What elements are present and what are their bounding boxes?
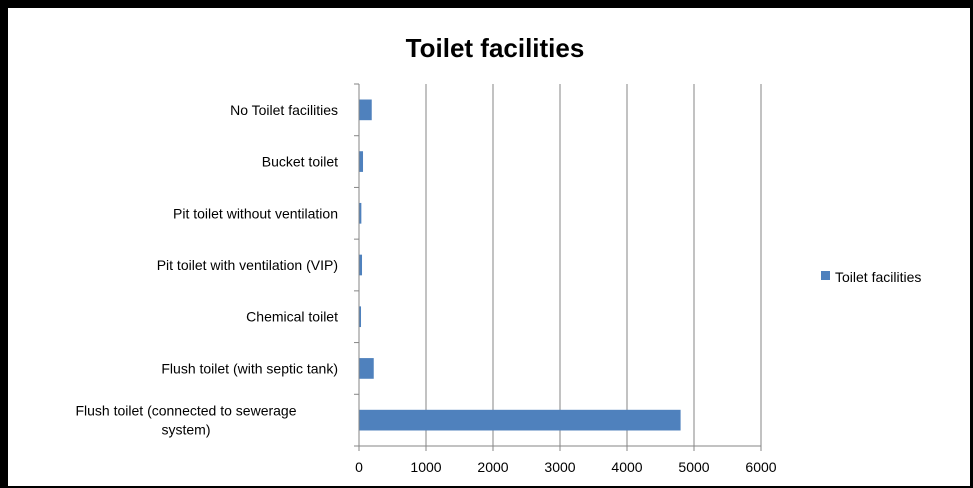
legend-label: Toilet facilities [835, 269, 921, 285]
gridlines [425, 84, 762, 446]
category-label: Pit toilet without ventilation [173, 205, 338, 221]
bar [359, 99, 372, 121]
bar [359, 409, 681, 431]
category-labels: Flush toilet (connected to sewerage syste… [75, 102, 338, 438]
legend-swatch [821, 271, 830, 280]
x-tick-label: 4000 [611, 459, 642, 475]
x-tick-label: 2000 [477, 459, 508, 475]
chart-panel [8, 8, 970, 486]
category-label: Pit toilet with ventilation (VIP) [157, 257, 338, 273]
x-tick-label: 3000 [544, 459, 575, 475]
bars [359, 99, 681, 431]
right-border [970, 8, 973, 488]
x-tick-label: 0 [355, 459, 363, 475]
category-label: No Toilet facilities [230, 102, 338, 118]
bar [359, 151, 364, 172]
axes [354, 83, 762, 451]
bar [359, 202, 362, 224]
x-tick-labels: 0 1000 2000 3000 4000 5000 6000 [355, 459, 777, 475]
category-label: Flush toilet (with septic tank) [161, 360, 338, 376]
bar [359, 358, 374, 379]
category-label: Flush toilet (connected to sewerage syste… [75, 403, 296, 438]
category-label: Bucket toilet [262, 154, 338, 170]
chart-title: Toilet facilities [406, 33, 585, 63]
bar [359, 306, 362, 328]
bar [359, 254, 363, 276]
legend: Toilet facilities [821, 269, 921, 285]
x-tick-label: 1000 [410, 459, 441, 475]
category-label: Chemical toilet [246, 309, 338, 325]
x-tick-label: 6000 [745, 459, 776, 475]
x-tick-label: 5000 [678, 459, 709, 475]
